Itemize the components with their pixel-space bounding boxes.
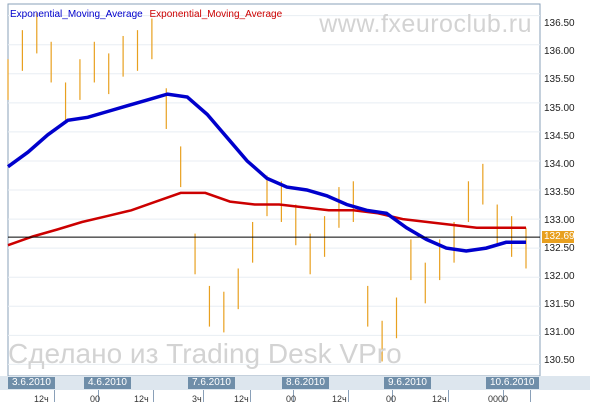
y-tick: 136.50 xyxy=(544,18,575,29)
hour-tick: 12ч xyxy=(34,394,49,404)
y-tick: 136.00 xyxy=(544,46,575,57)
y-tick: 133.00 xyxy=(544,215,575,226)
current-price-badge: 132.69 xyxy=(542,231,575,243)
date-label: 3.6.2010 xyxy=(8,377,55,389)
hour-tick: 00 xyxy=(386,394,397,404)
y-tick: 130.50 xyxy=(544,355,575,366)
y-tick: 132.00 xyxy=(544,271,575,282)
y-tick: 134.00 xyxy=(544,159,575,170)
hour-tick: 00 xyxy=(488,394,499,404)
watermark-site: www.fxeuroclub.ru xyxy=(319,10,532,38)
ema-blue-line xyxy=(6,92,526,253)
y-tick: 131.00 xyxy=(544,327,575,338)
hour-tick: 00 xyxy=(286,394,297,404)
hour-tick: 00 xyxy=(498,394,509,404)
y-tick: 131.50 xyxy=(544,299,575,310)
y-tick: 134.50 xyxy=(544,131,575,142)
date-label: 10.6.2010 xyxy=(486,377,539,389)
hour-tick: 12ч xyxy=(432,394,447,404)
watermark-app: Сделано из Trading Desk VPro xyxy=(8,338,402,369)
date-label: 4.6.2010 xyxy=(84,377,131,389)
hour-tick: 3ч xyxy=(192,394,202,404)
date-label: 9.6.2010 xyxy=(384,377,431,389)
ema-red-line xyxy=(7,191,526,247)
y-tick: 132.50 xyxy=(544,243,575,254)
hour-tick: 12ч xyxy=(234,394,249,404)
date-label: 7.6.2010 xyxy=(188,377,235,389)
price-series xyxy=(7,12,527,362)
legend: Exponential_Moving_Average Exponential_M… xyxy=(10,9,286,20)
grid xyxy=(8,15,540,365)
hour-tick: 00 xyxy=(90,394,101,404)
hour-tick: 12ч xyxy=(134,394,149,404)
legend-ema-red: Exponential_Moving_Average xyxy=(149,9,283,20)
legend-ema-blue: Exponential_Moving_Average xyxy=(10,9,143,20)
y-tick: 133.50 xyxy=(544,187,575,198)
y-tick: 135.50 xyxy=(544,74,575,85)
hour-tick: 12ч xyxy=(332,394,347,404)
y-tick: 135.00 xyxy=(544,103,575,114)
date-label: 8.6.2010 xyxy=(282,377,329,389)
